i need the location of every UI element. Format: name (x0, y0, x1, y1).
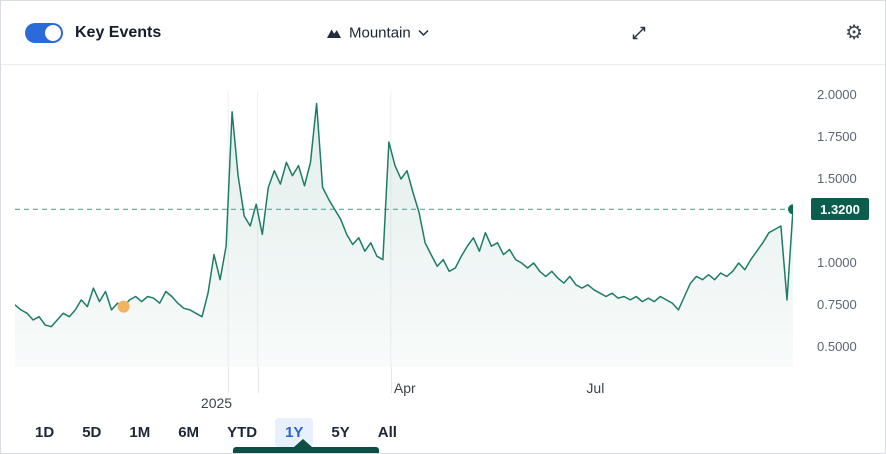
chart-toolbar: Key Events Mountain ⚙ (1, 1, 885, 65)
y-axis-label: 1.0000 (817, 254, 857, 270)
range-button-1m[interactable]: 1M (119, 418, 160, 447)
price-line (15, 102, 793, 328)
area-fill (15, 103, 793, 367)
range-button-6m[interactable]: 6M (168, 418, 209, 447)
expand-button[interactable] (631, 25, 647, 41)
expand-icon (632, 26, 646, 39)
range-button-5d[interactable]: 5D (72, 418, 111, 447)
toggle-knob (45, 24, 61, 41)
y-axis-label: 0.5000 (817, 338, 857, 354)
y-axis-label: 1.5000 (817, 171, 857, 187)
mountain-icon (327, 29, 341, 38)
range-button-all[interactable]: All (368, 418, 407, 447)
chart-type-selector[interactable]: Mountain (326, 24, 429, 41)
current-price-dot (788, 204, 793, 215)
x-axis-tick (390, 367, 392, 393)
chevron-down-icon (418, 29, 429, 36)
x-axis-tick (257, 367, 259, 393)
x-axis-label: Apr (393, 380, 416, 396)
key-event-callout-bar (233, 447, 379, 453)
y-axis-label: 1.7500 (817, 129, 857, 145)
x-axis-label: Jul (586, 380, 605, 396)
current-price-badge: 1.3200 (811, 198, 869, 221)
chart-type-label: Mountain (349, 24, 411, 41)
key-events-control: Key Events (25, 22, 162, 43)
x-axis-tick (228, 367, 230, 393)
y-axis-label: 2.0000 (817, 87, 857, 103)
range-button-1d[interactable]: 1D (25, 418, 64, 447)
key-events-label: Key Events (75, 23, 162, 41)
gear-icon: ⚙ (845, 21, 863, 44)
price-chart[interactable] (15, 75, 793, 367)
chart-area: 1.3200 2.0000 1.7500 1.5000 1.0000 0.7500 0.5… (1, 65, 885, 411)
key-event-marker[interactable] (117, 300, 130, 313)
settings-button[interactable]: ⚙ (845, 23, 863, 43)
key-events-toggle[interactable] (25, 22, 63, 43)
key-event-callout-caret (294, 439, 312, 447)
range-button-ytd[interactable]: YTD (217, 418, 267, 447)
y-axis-label: 0.7500 (817, 296, 857, 312)
range-bar: 1D 5D 1M 6M YTD 1Y 5Y All (1, 405, 885, 453)
range-button-5y[interactable]: 5Y (321, 418, 359, 447)
x-axis-label: 2025 (200, 395, 233, 411)
